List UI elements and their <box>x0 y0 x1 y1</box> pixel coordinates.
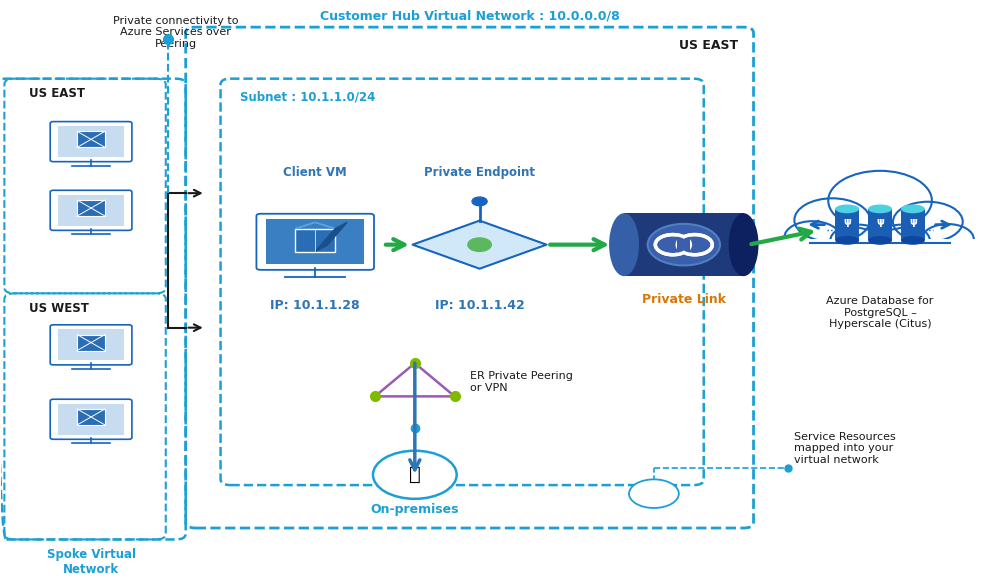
Circle shape <box>893 202 963 242</box>
Text: ψ: ψ <box>843 217 851 227</box>
Circle shape <box>794 198 870 242</box>
Text: Customer Hub Virtual Network : 10.0.0.0/8: Customer Hub Virtual Network : 10.0.0.0/… <box>320 9 619 23</box>
Circle shape <box>830 224 886 257</box>
FancyBboxPatch shape <box>267 219 364 264</box>
Text: US WEST: US WEST <box>29 302 89 315</box>
Circle shape <box>468 238 492 251</box>
FancyBboxPatch shape <box>58 195 124 226</box>
Circle shape <box>828 171 932 230</box>
Ellipse shape <box>901 205 925 213</box>
Text: Spoke Virtual
Network: Spoke Virtual Network <box>47 548 136 576</box>
Text: IP: 10.1.1.42: IP: 10.1.1.42 <box>435 299 524 312</box>
FancyBboxPatch shape <box>77 409 105 425</box>
Bar <box>868 209 892 240</box>
FancyBboxPatch shape <box>50 122 132 161</box>
Bar <box>677 234 690 255</box>
Text: Client VM: Client VM <box>284 166 347 179</box>
Ellipse shape <box>728 213 758 276</box>
Bar <box>624 213 743 276</box>
Circle shape <box>874 224 930 257</box>
Circle shape <box>922 224 974 254</box>
FancyBboxPatch shape <box>77 131 105 147</box>
Circle shape <box>473 197 488 206</box>
FancyBboxPatch shape <box>50 190 132 230</box>
Text: Private Link: Private Link <box>641 293 726 306</box>
Text: Subnet : 10.1.1.0/24: Subnet : 10.1.1.0/24 <box>241 90 376 103</box>
Circle shape <box>784 221 840 253</box>
FancyBboxPatch shape <box>77 200 105 216</box>
Text: Private connectivity to
Azure Services over
Peering: Private connectivity to Azure Services o… <box>113 16 239 49</box>
Bar <box>835 209 859 240</box>
Ellipse shape <box>609 213 639 276</box>
FancyBboxPatch shape <box>58 404 124 435</box>
Bar <box>901 209 925 240</box>
FancyBboxPatch shape <box>58 329 124 360</box>
Text: ψ: ψ <box>909 217 917 227</box>
Text: Private Endpoint: Private Endpoint <box>425 166 535 179</box>
Text: IP: 10.1.1.28: IP: 10.1.1.28 <box>271 299 360 312</box>
FancyBboxPatch shape <box>50 399 132 440</box>
Ellipse shape <box>835 236 859 245</box>
Text: ···: ··· <box>648 489 659 498</box>
FancyBboxPatch shape <box>296 229 335 251</box>
Text: ER Private Peering
or VPN: ER Private Peering or VPN <box>470 371 572 393</box>
FancyBboxPatch shape <box>50 325 132 365</box>
FancyBboxPatch shape <box>257 214 374 270</box>
Text: US EAST: US EAST <box>29 87 85 100</box>
Circle shape <box>629 479 678 508</box>
FancyBboxPatch shape <box>58 126 124 157</box>
Polygon shape <box>413 220 546 269</box>
Polygon shape <box>316 222 347 251</box>
Polygon shape <box>296 222 335 229</box>
Bar <box>780 239 980 265</box>
Ellipse shape <box>868 205 892 213</box>
Ellipse shape <box>835 205 859 213</box>
Text: 🏛: 🏛 <box>409 465 421 484</box>
Text: US EAST: US EAST <box>679 38 738 52</box>
Text: On-premises: On-premises <box>371 503 460 517</box>
Circle shape <box>647 224 720 265</box>
Ellipse shape <box>868 236 892 245</box>
Text: ψ: ψ <box>876 217 884 227</box>
FancyBboxPatch shape <box>77 335 105 350</box>
Circle shape <box>373 451 457 499</box>
Ellipse shape <box>901 236 925 245</box>
Text: Azure Database for
PostgreSQL –
Hyperscale (Citus): Azure Database for PostgreSQL – Hypersca… <box>826 296 934 329</box>
Text: Service Resources
mapped into your
virtual network: Service Resources mapped into your virtu… <box>794 432 896 465</box>
